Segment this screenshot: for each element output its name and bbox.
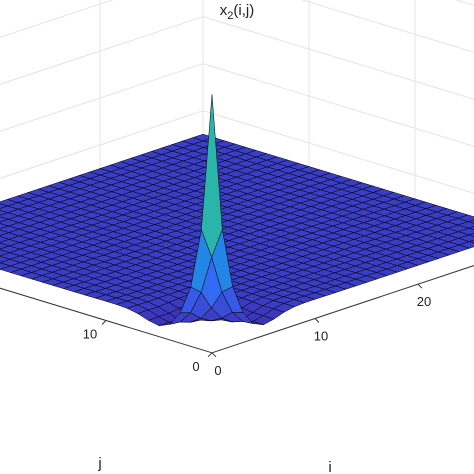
i-axis-line xyxy=(211,265,474,354)
i-tick-mark xyxy=(314,318,320,323)
j-tick-label: 10 xyxy=(83,327,97,342)
i-axis-label: i xyxy=(328,459,331,474)
i-tick-label: 10 xyxy=(314,329,328,344)
j-axis-label: j xyxy=(97,455,101,472)
axis-ticks: 0102001020ij xyxy=(0,283,431,474)
j-tick-label: 0 xyxy=(192,359,199,374)
chart-title: x2(i,j) xyxy=(219,2,255,22)
surface-mesh xyxy=(0,94,474,327)
i-tick-label: 20 xyxy=(417,294,431,309)
grid-line xyxy=(0,16,474,100)
surface-patch xyxy=(201,94,223,258)
j-tick-mark xyxy=(101,320,107,325)
i-tick-mark xyxy=(417,283,423,289)
j-tick-mark xyxy=(207,352,213,358)
i-tick-mark xyxy=(211,352,217,358)
j-axis-line xyxy=(0,287,213,354)
grid-line xyxy=(0,0,474,53)
i-tick-label: 0 xyxy=(214,363,221,378)
grid-line xyxy=(454,0,474,6)
